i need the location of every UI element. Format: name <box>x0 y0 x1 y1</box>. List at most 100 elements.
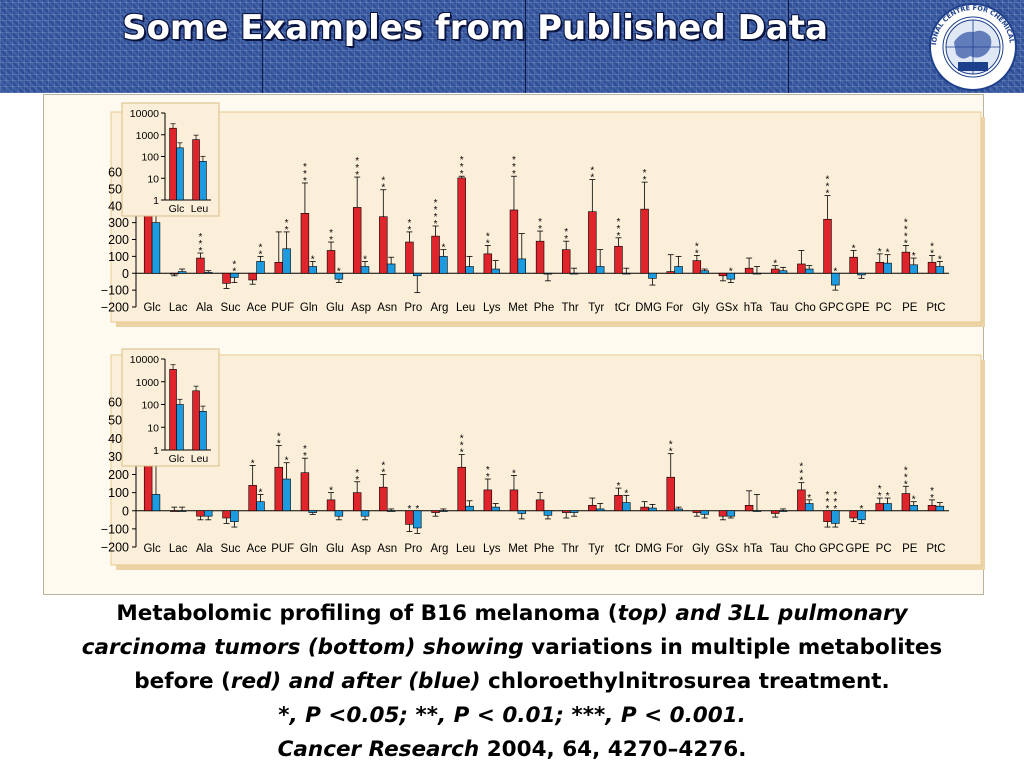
y-tick-label: −200 <box>101 301 129 315</box>
bar <box>151 222 161 274</box>
bar <box>700 270 709 274</box>
significance-marker: * <box>799 469 803 480</box>
significance-marker: * <box>285 218 289 229</box>
bar <box>413 272 422 277</box>
x-tick-label: hTa <box>744 302 763 314</box>
y-tick-label: 0 <box>122 267 129 281</box>
x-tick-label: PE <box>902 302 918 314</box>
bar <box>883 503 892 512</box>
x-tick-label: GPC <box>819 543 844 555</box>
bar <box>849 256 858 274</box>
significance-marker: * <box>303 162 307 173</box>
significance-marker: * <box>904 224 908 235</box>
significance-marker: * <box>303 169 307 180</box>
significance-marker: * <box>381 461 385 472</box>
chart-figure: 6005004003002001000−100−200**GlcLac***Al… <box>101 102 985 570</box>
bar <box>457 177 466 274</box>
inset-y-tick-label: 1 <box>153 445 159 457</box>
bar <box>901 251 911 274</box>
caption-text: Metabolomic profiling of B16 melanoma ( <box>116 601 618 626</box>
bar <box>927 261 937 274</box>
chart-panel-top: 6005004003002001000−100−200**GlcLac***Al… <box>101 102 985 327</box>
slide-title: Some Examples from Published Data <box>122 8 828 48</box>
significance-marker: * <box>826 175 830 186</box>
significance-marker: * <box>538 217 542 228</box>
significance-marker: * <box>355 170 359 181</box>
significance-marker: * <box>878 491 882 502</box>
bar <box>909 505 918 512</box>
significance-marker: * <box>695 242 699 253</box>
bar <box>248 485 257 512</box>
banner-divider <box>788 0 789 93</box>
x-tick-label: PC <box>876 302 892 314</box>
inset-bar <box>176 404 184 451</box>
bar <box>561 510 571 513</box>
x-tick-label: GPE <box>845 543 870 555</box>
x-tick-label: Tau <box>770 302 789 314</box>
bar <box>744 505 754 512</box>
x-tick-label: GSx <box>716 543 739 555</box>
inset-bar <box>169 369 177 451</box>
significance-marker: * <box>407 225 411 236</box>
caption-line: *, P <0.05; **, P < 0.01; ***, P < 0.001… <box>278 703 746 728</box>
bar <box>509 209 519 274</box>
bar <box>778 270 788 274</box>
bar <box>666 476 675 512</box>
bar <box>379 216 388 274</box>
bar <box>771 268 780 274</box>
significance-marker: * <box>277 439 281 450</box>
significance-marker: * <box>512 155 516 166</box>
x-tick-label: PC <box>876 543 892 555</box>
x-tick-label: Pro <box>404 302 422 314</box>
x-tick-label: Gln <box>300 302 318 314</box>
bar <box>535 499 545 512</box>
bar <box>857 272 866 276</box>
bar <box>797 489 806 512</box>
significance-marker: * <box>329 228 333 239</box>
significance-marker: * <box>355 163 359 174</box>
inset-y-tick-label: 100 <box>141 400 159 412</box>
bar <box>543 272 553 275</box>
significance-marker: * <box>617 231 621 242</box>
bar <box>804 503 814 512</box>
bar <box>334 510 344 517</box>
significance-marker: * <box>259 242 263 253</box>
x-tick-label: Glc <box>143 543 161 555</box>
bar <box>648 272 657 279</box>
caption-text: Cancer Research <box>277 737 480 762</box>
significance-marker: * <box>460 162 464 173</box>
bar <box>483 253 493 274</box>
significance-marker: * <box>590 173 594 184</box>
bar <box>674 266 683 274</box>
significance-marker: * <box>329 235 333 246</box>
significance-marker: * <box>590 166 594 177</box>
bar <box>431 510 440 513</box>
significance-marker: * <box>826 189 830 200</box>
x-tick-label: Suc <box>221 543 241 555</box>
bar <box>614 245 623 274</box>
bar <box>927 505 937 512</box>
x-tick-label: Lys <box>483 543 501 555</box>
x-tick-label: Asn <box>377 543 397 555</box>
x-tick-label: Suc <box>221 302 241 314</box>
bar <box>666 271 675 274</box>
significance-marker: * <box>833 266 837 277</box>
x-tick-label: Lys <box>483 302 501 314</box>
significance-marker: * <box>904 231 908 242</box>
significance-marker: * <box>773 259 777 270</box>
significance-marker: * <box>904 217 908 228</box>
significance-marker: * <box>381 176 385 187</box>
x-tick-label: Tau <box>770 543 789 555</box>
significance-marker: * <box>381 468 385 479</box>
bar <box>771 510 780 514</box>
bar <box>875 261 884 274</box>
y-tick-label: 100 <box>108 250 129 264</box>
bar <box>177 271 187 274</box>
significance-marker: * <box>564 234 568 245</box>
significance-marker: * <box>381 183 385 194</box>
y-tick-label: −100 <box>101 284 129 298</box>
caption-text: chloroethylnitrosurea treatment. <box>480 669 890 694</box>
x-tick-label: GPE <box>845 302 870 314</box>
significance-marker: * <box>460 169 464 180</box>
x-tick-label: hTa <box>744 543 763 555</box>
